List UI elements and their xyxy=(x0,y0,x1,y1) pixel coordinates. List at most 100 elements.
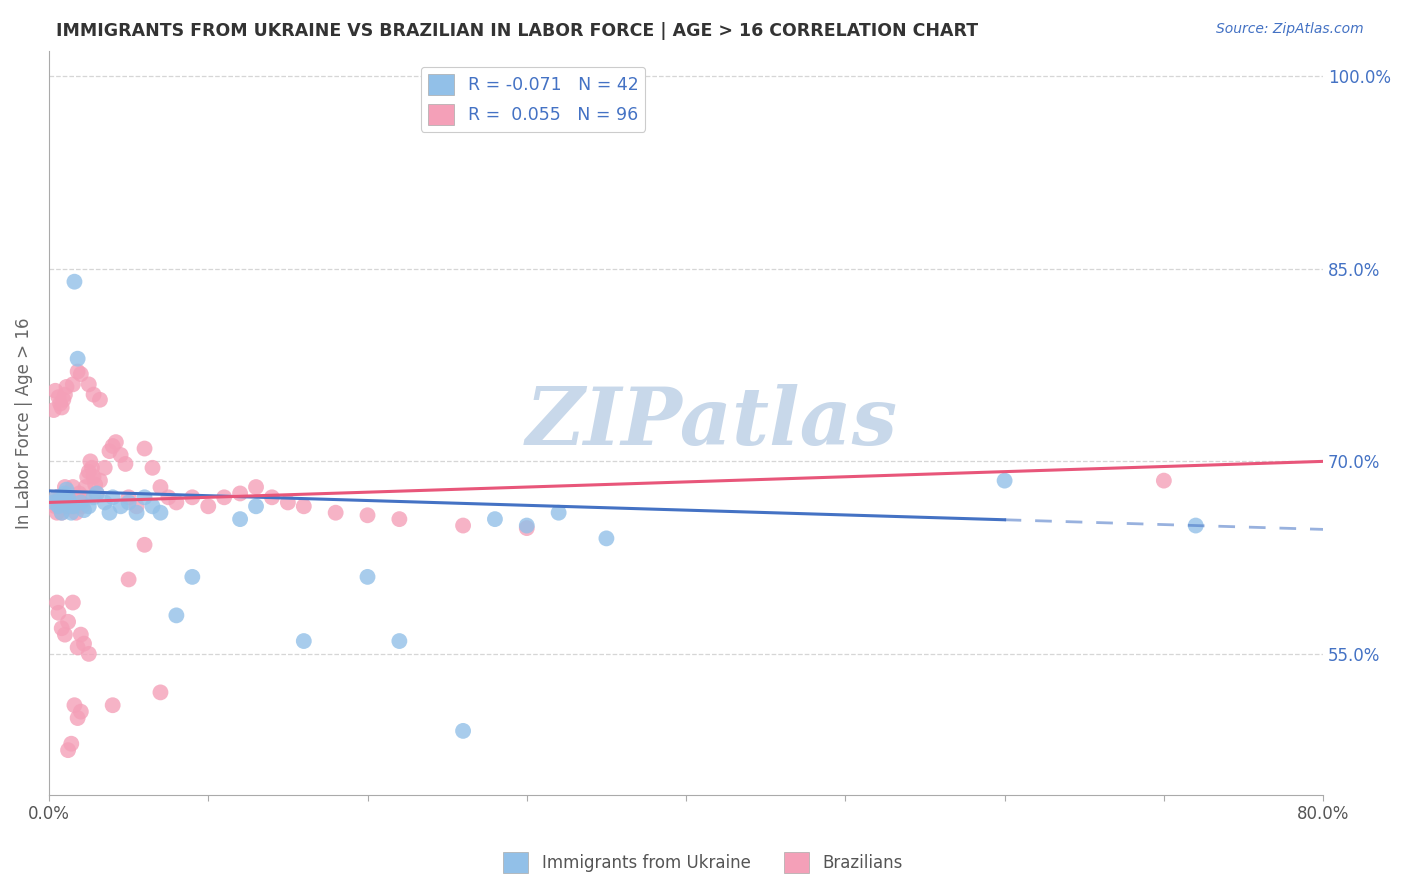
Point xyxy=(165,608,187,623)
Point xyxy=(388,634,411,648)
Point xyxy=(52,491,75,505)
Point xyxy=(66,640,89,655)
Point xyxy=(42,495,65,509)
Point xyxy=(69,495,91,509)
Point xyxy=(245,480,267,494)
Point xyxy=(62,500,84,514)
Point xyxy=(73,491,96,505)
Point xyxy=(451,518,474,533)
Point xyxy=(260,491,283,505)
Point xyxy=(52,500,75,514)
Point xyxy=(49,500,72,514)
Point xyxy=(59,500,82,514)
Text: ZIPatlas: ZIPatlas xyxy=(526,384,897,462)
Point xyxy=(56,486,79,500)
Point xyxy=(516,521,538,535)
Point xyxy=(48,606,70,620)
Point xyxy=(51,506,73,520)
Point xyxy=(356,570,378,584)
Legend: Immigrants from Ukraine, Brazilians: Immigrants from Ukraine, Brazilians xyxy=(496,846,910,880)
Point xyxy=(63,275,86,289)
Point xyxy=(101,698,124,713)
Point xyxy=(62,480,84,494)
Point xyxy=(79,454,101,468)
Point xyxy=(149,506,172,520)
Point xyxy=(53,387,76,401)
Point xyxy=(67,486,90,500)
Point xyxy=(53,480,76,494)
Point xyxy=(72,500,94,514)
Point xyxy=(60,737,83,751)
Point xyxy=(80,460,103,475)
Point xyxy=(66,491,89,505)
Point xyxy=(69,367,91,381)
Text: IMMIGRANTS FROM UKRAINE VS BRAZILIAN IN LABOR FORCE | AGE > 16 CORRELATION CHART: IMMIGRANTS FROM UKRAINE VS BRAZILIAN IN … xyxy=(56,22,979,40)
Point xyxy=(1153,474,1175,488)
Point xyxy=(73,637,96,651)
Point xyxy=(141,460,163,475)
Point xyxy=(60,506,83,520)
Point xyxy=(356,508,378,523)
Point xyxy=(134,538,156,552)
Point xyxy=(134,442,156,456)
Point xyxy=(292,634,315,648)
Point xyxy=(77,500,100,514)
Point xyxy=(595,532,617,546)
Point xyxy=(51,401,73,415)
Point xyxy=(125,506,148,520)
Point xyxy=(212,491,235,505)
Text: Source: ZipAtlas.com: Source: ZipAtlas.com xyxy=(1216,22,1364,37)
Point xyxy=(1184,518,1206,533)
Point xyxy=(245,500,267,514)
Point xyxy=(59,495,82,509)
Point xyxy=(52,392,75,407)
Point xyxy=(181,570,204,584)
Point xyxy=(45,506,67,520)
Point xyxy=(110,448,132,462)
Point xyxy=(60,491,83,505)
Point xyxy=(49,491,72,505)
Point xyxy=(62,596,84,610)
Point xyxy=(44,500,66,514)
Point xyxy=(125,500,148,514)
Point xyxy=(66,495,89,509)
Point xyxy=(292,500,315,514)
Point xyxy=(66,711,89,725)
Point xyxy=(547,506,569,520)
Y-axis label: In Labor Force | Age > 16: In Labor Force | Age > 16 xyxy=(15,318,32,529)
Point xyxy=(157,491,180,505)
Point xyxy=(484,512,506,526)
Point xyxy=(451,723,474,738)
Point xyxy=(48,500,70,514)
Point xyxy=(55,380,77,394)
Point xyxy=(51,506,73,520)
Point xyxy=(69,495,91,509)
Point xyxy=(44,384,66,398)
Point xyxy=(149,480,172,494)
Point xyxy=(181,491,204,505)
Point xyxy=(277,495,299,509)
Point xyxy=(516,518,538,533)
Point xyxy=(69,627,91,641)
Point xyxy=(388,512,411,526)
Point xyxy=(45,491,67,505)
Point xyxy=(114,457,136,471)
Point xyxy=(994,474,1017,488)
Point xyxy=(45,596,67,610)
Point xyxy=(48,495,70,509)
Point xyxy=(83,470,105,484)
Point xyxy=(117,491,139,505)
Point xyxy=(65,506,87,520)
Point xyxy=(117,573,139,587)
Point xyxy=(98,506,121,520)
Point xyxy=(53,627,76,641)
Point xyxy=(63,500,86,514)
Point xyxy=(77,647,100,661)
Point xyxy=(51,621,73,635)
Point xyxy=(75,480,97,494)
Point xyxy=(101,439,124,453)
Point xyxy=(84,477,107,491)
Point xyxy=(86,486,108,500)
Point xyxy=(42,495,65,509)
Point xyxy=(83,491,105,505)
